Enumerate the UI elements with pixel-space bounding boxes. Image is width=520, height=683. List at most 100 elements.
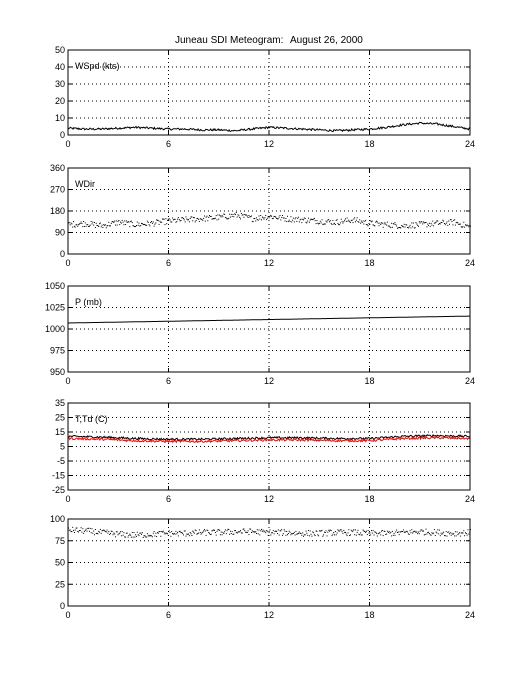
data-point [296, 533, 298, 535]
data-point [381, 222, 382, 224]
data-point [87, 224, 89, 226]
x-tick-label: 6 [166, 610, 171, 620]
data-point [420, 221, 422, 223]
data-point [269, 529, 271, 531]
data-point [252, 221, 254, 223]
data-point [326, 535, 328, 537]
data-point [94, 534, 95, 536]
data-point [342, 222, 344, 224]
data-point [318, 222, 320, 224]
data-point [163, 218, 165, 220]
data-point [192, 220, 194, 222]
data-point [136, 531, 138, 533]
data-point [95, 222, 97, 224]
data-point [171, 221, 173, 223]
data-point [204, 220, 206, 222]
data-point [465, 532, 466, 534]
data-point [433, 532, 435, 534]
data-point [272, 217, 274, 219]
data-point [222, 216, 224, 218]
data-point [400, 227, 402, 229]
data-point [451, 221, 453, 223]
data-point [327, 219, 329, 221]
data-point [337, 529, 339, 531]
data-point [420, 529, 422, 531]
data-point [457, 534, 459, 536]
data-point [240, 218, 241, 220]
data-point [245, 214, 247, 216]
data-point [114, 220, 116, 222]
data-point [162, 531, 163, 533]
data-point [253, 218, 255, 220]
data-point [214, 529, 215, 531]
data-point [134, 536, 136, 538]
data-point [296, 220, 298, 222]
data-point [418, 531, 419, 533]
data-point [175, 530, 177, 532]
data-point [247, 530, 249, 532]
data-point [385, 533, 387, 535]
data-point [250, 528, 252, 530]
data-point [137, 224, 139, 226]
data-point [149, 535, 151, 537]
data-point [230, 530, 231, 532]
data-point [306, 222, 308, 224]
data-point [189, 532, 191, 533]
data-point [440, 532, 442, 534]
data-point [428, 533, 430, 534]
data-point [339, 530, 341, 532]
data-point [381, 529, 383, 531]
data-point [211, 530, 213, 532]
data-point [123, 224, 125, 226]
data-point [259, 218, 261, 220]
data-point [244, 214, 246, 215]
data-point [196, 218, 198, 220]
data-point [118, 220, 120, 221]
data-point [391, 222, 393, 224]
data-point [292, 217, 294, 219]
data-point [361, 534, 363, 536]
data-point [436, 220, 438, 222]
data-point [146, 220, 148, 222]
data-point [444, 224, 446, 226]
panel-label: WSpd (kts) [75, 61, 120, 71]
series-2-line [67, 436, 471, 444]
data-point [141, 223, 143, 225]
data-point [79, 530, 81, 531]
data-point [136, 535, 137, 537]
data-point [290, 534, 292, 536]
data-point [462, 226, 464, 228]
data-point [70, 222, 72, 224]
data-point [256, 219, 258, 221]
data-point [288, 219, 290, 221]
data-point [141, 533, 142, 535]
data-point [172, 533, 174, 534]
data-point [443, 531, 445, 533]
data-point [73, 225, 75, 227]
data-point [230, 533, 232, 534]
data-point [195, 220, 197, 221]
data-point [359, 219, 361, 221]
data-point [355, 529, 356, 531]
data-point [143, 223, 145, 225]
data-point [230, 216, 231, 218]
data-point [95, 532, 97, 534]
x-tick-label: 18 [364, 139, 374, 149]
data-point [112, 534, 114, 536]
data-point [85, 225, 87, 227]
data-point [232, 214, 234, 215]
y-tick-label: 0 [60, 601, 65, 611]
data-point [157, 219, 158, 221]
data-point [381, 222, 383, 224]
data-point [339, 529, 341, 531]
data-point [322, 535, 324, 537]
data-point [280, 530, 282, 532]
data-point [144, 224, 146, 225]
data-point [217, 529, 219, 531]
data-point [370, 220, 372, 222]
data-point [165, 218, 167, 220]
data-point [264, 530, 266, 532]
data-point [111, 221, 113, 223]
data-point [165, 532, 167, 534]
data-point [422, 530, 424, 532]
